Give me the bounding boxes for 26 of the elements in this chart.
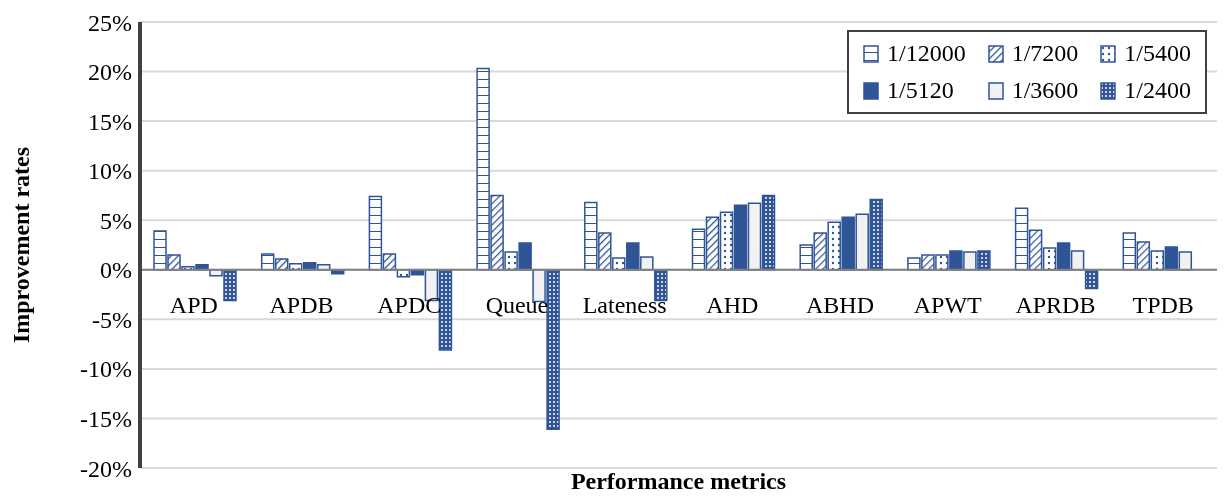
x-tick-label: APD: [169, 291, 218, 318]
y-tick-label: 20%: [88, 59, 132, 86]
y-tick-label: -5%: [92, 306, 133, 333]
x-tick-label: Lateness: [582, 291, 667, 318]
y-tick-label: -20%: [80, 455, 133, 482]
legend-label: 1/2400: [1124, 77, 1191, 104]
y-tick-label: 0%: [100, 257, 132, 284]
legend-label: 1/5120: [886, 77, 954, 104]
x-tick-label: AHD: [706, 291, 759, 318]
y-tick-label: 15%: [88, 108, 132, 135]
legend-label: 1/7200: [1011, 40, 1079, 67]
x-tick-label: APDB: [269, 291, 334, 318]
legend-label: 1/12000: [886, 40, 966, 67]
x-tick-label: TPDB: [1132, 291, 1194, 318]
legend-label: 1/3600: [1011, 77, 1079, 104]
y-tick-label: -15%: [80, 405, 133, 432]
x-tick-label: APWT: [913, 291, 983, 318]
x-axis-title: Performance metrics: [569, 468, 788, 494]
legend-label: 1/5400: [1124, 40, 1191, 67]
y-tick-label: 5%: [100, 207, 132, 234]
x-tick-label: ABHD: [806, 291, 875, 318]
x-tick-label: APRDB: [1015, 291, 1096, 318]
y-tick-label: 10%: [88, 158, 132, 185]
y-tick-label: -10%: [80, 356, 133, 383]
y-tick-label: 25%: [88, 9, 132, 36]
y-axis-title: Improvement rates: [7, 146, 34, 344]
